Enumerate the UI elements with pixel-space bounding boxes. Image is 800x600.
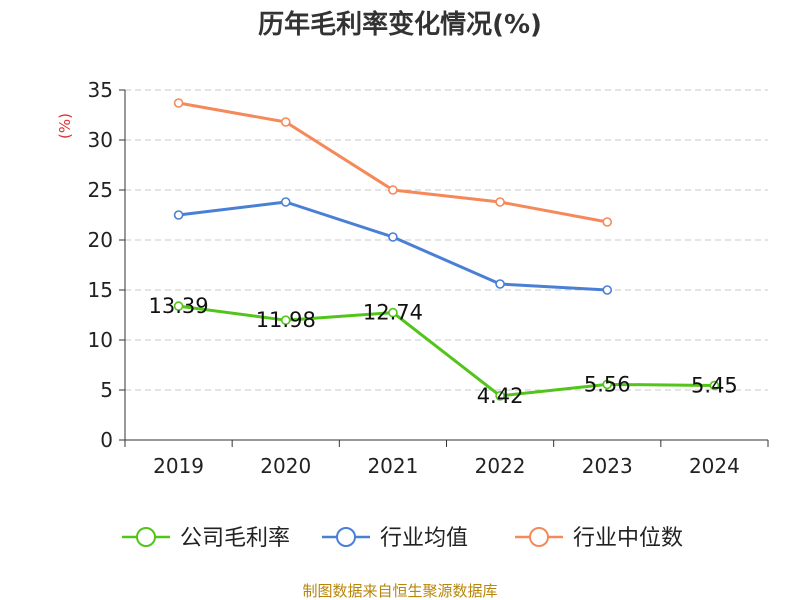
data-label: 5.56 [584, 372, 631, 396]
data-label: 4.42 [477, 384, 524, 408]
legend[interactable]: 公司毛利率 行业均值 行业中位数 [122, 526, 683, 551]
chart-title: 历年毛利率变化情况(%) [258, 9, 542, 40]
legend-marker-circle[interactable] [136, 527, 156, 547]
y-tick-label: 10 [88, 328, 113, 352]
x-tick-label: 2023 [582, 454, 633, 478]
legend-item-label[interactable]: 行业中位数 [573, 526, 683, 551]
y-tick-label: 35 [88, 78, 113, 102]
y-axis-unit-label: (%) [56, 113, 74, 139]
data-point [173, 301, 184, 311]
data-point [495, 197, 505, 207]
data-labels: 13.39 11.98 12.74 4.42 5.56 5.45 [149, 294, 738, 408]
x-tick-label: 2019 [153, 454, 204, 478]
data-point [388, 307, 398, 318]
series-line-2 [178, 101, 608, 224]
axes: 0 5 10 15 20 25 30 35 2019 2020 2021 2022 2023 2024 [88, 78, 769, 478]
data-label: 5.45 [691, 374, 738, 398]
data-point [388, 232, 398, 242]
data-point [173, 210, 184, 220]
data-point [280, 197, 291, 207]
data-point [602, 379, 613, 390]
data-point [495, 279, 505, 289]
series-line-1 [178, 200, 608, 292]
y-tick-label: 15 [88, 278, 113, 302]
data-point [388, 185, 398, 195]
x-tick-label: 2021 [367, 454, 418, 478]
y-tick-label: 20 [88, 228, 113, 252]
data-point [709, 380, 720, 391]
y-tick-label: 25 [88, 178, 113, 202]
legend-item-label[interactable]: 公司毛利率 [180, 526, 290, 551]
x-tick-label: 2020 [260, 454, 311, 478]
series-line-0 [178, 304, 715, 398]
series-layer [173, 98, 720, 401]
data-point [495, 390, 505, 401]
y-tick-label: 0 [100, 428, 113, 452]
data-label: 11.98 [256, 308, 316, 332]
y-tick-label: 5 [100, 378, 113, 402]
gridlines [125, 89, 768, 391]
data-point [602, 285, 613, 295]
data-label: 12.74 [363, 301, 423, 325]
y-tick-label: 30 [88, 128, 113, 152]
data-point [280, 315, 291, 326]
source-note: 制图数据来自恒生聚源数据库 [302, 582, 497, 600]
data-point [173, 98, 184, 108]
data-point [280, 117, 291, 127]
legend-item-label[interactable]: 行业均值 [380, 526, 468, 551]
x-tick-label: 2024 [689, 454, 740, 478]
data-label: 13.39 [149, 294, 209, 318]
x-tick-label: 2022 [475, 454, 526, 478]
data-point [602, 217, 613, 227]
legend-marker-circle[interactable] [529, 527, 549, 547]
legend-marker-circle[interactable] [336, 527, 356, 547]
